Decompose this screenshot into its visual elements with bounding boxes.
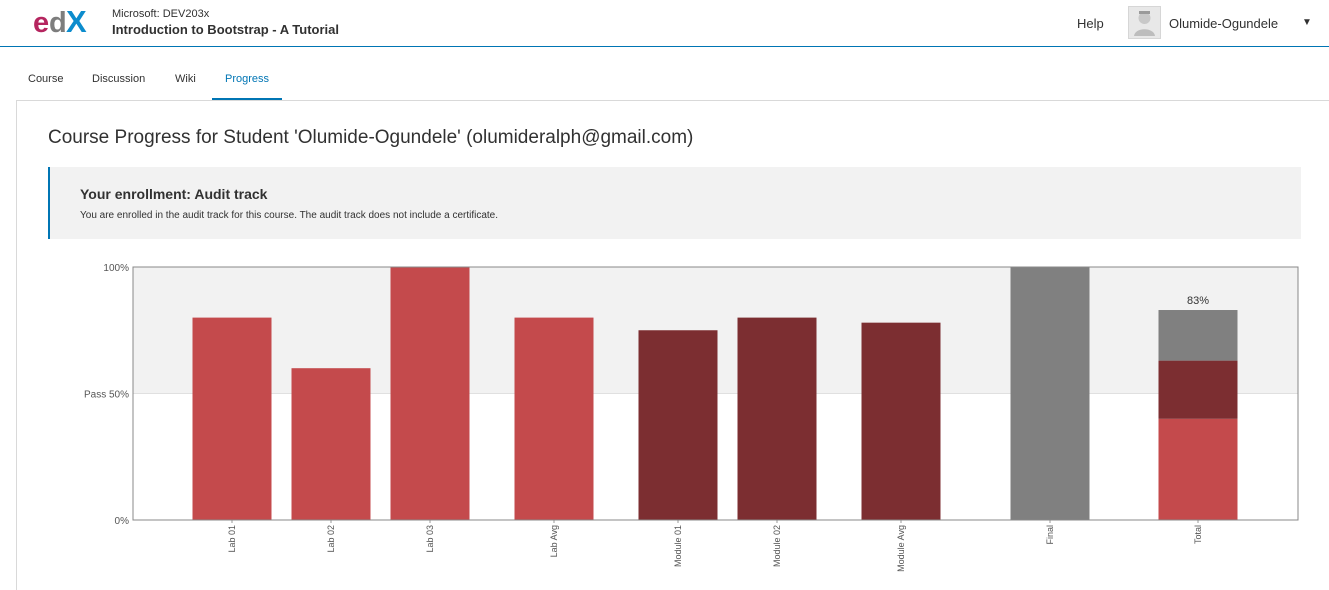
bar-total-lab: [1159, 419, 1238, 520]
course-title: Introduction to Bootstrap - A Tutorial: [112, 22, 339, 37]
tab-progress[interactable]: Progress: [225, 73, 269, 85]
x-tick-label: Module 01: [673, 525, 683, 567]
user-menu[interactable]: Olumide-Ogundele ▼: [1128, 6, 1318, 40]
y-tick-label: 0%: [115, 516, 130, 527]
bar-module-02: [738, 318, 817, 520]
bar-lab-02: [292, 368, 371, 520]
username: Olumide-Ogundele: [1169, 16, 1278, 31]
x-tick-label: Lab 03: [425, 525, 435, 553]
y-tick-label: 100%: [103, 263, 129, 274]
enrollment-text: You are enrolled in the audit track for …: [80, 210, 498, 221]
tab-wiki[interactable]: Wiki: [175, 73, 196, 85]
enrollment-message: Your enrollment: Audit track You are enr…: [48, 167, 1301, 239]
avatar[interactable]: [1128, 6, 1161, 39]
svg-text:e: e: [33, 7, 49, 38]
y-tick-label: Pass 50%: [84, 390, 129, 401]
enrollment-heading: Your enrollment: Audit track: [80, 186, 267, 202]
help-link[interactable]: Help: [1077, 16, 1104, 31]
course-tabs: Course Discussion Wiki Progress: [0, 47, 1329, 100]
total-data-label: 83%: [1187, 295, 1209, 307]
progress-chart-svg: Lab 01 Lab 02 Lab 03 Lab Avg Module 01 Module…: [0, 255, 1329, 578]
svg-text:d: d: [49, 7, 65, 38]
bar-module-avg: [862, 323, 941, 520]
x-tick-label: Total: [1193, 525, 1203, 544]
tab-discussion[interactable]: Discussion: [92, 73, 145, 85]
tab-course[interactable]: Course: [28, 73, 63, 85]
bar-total-module: [1159, 361, 1238, 419]
bar-lab-avg: [515, 318, 594, 520]
bar-lab-01: [193, 318, 272, 520]
course-org: Microsoft: DEV203x: [112, 8, 209, 20]
page-title: Course Progress for Student 'Olumide-Ogu…: [48, 127, 693, 149]
x-tick-label: Lab 02: [326, 525, 336, 553]
x-tick-label: Lab Avg: [549, 525, 559, 557]
bar-module-01: [639, 330, 718, 520]
site-header: e d X Microsoft: DEV203x Introduction to…: [0, 0, 1329, 47]
svg-text:X: X: [66, 6, 87, 38]
bar-final: [1011, 267, 1090, 520]
x-tick-label: Final: [1045, 525, 1055, 545]
bar-total-final: [1159, 310, 1238, 361]
x-tick-label: Module Avg: [896, 525, 906, 572]
x-tick-label: Module 02: [772, 525, 782, 567]
user-avatar-icon: [1129, 7, 1160, 38]
chevron-down-icon[interactable]: ▼: [1302, 17, 1312, 28]
x-tick-label: Lab 01: [227, 525, 237, 553]
bar-lab-03: [391, 267, 470, 520]
progress-chart: Lab 01 Lab 02 Lab 03 Lab Avg Module 01 Module…: [0, 255, 1329, 578]
edx-logo[interactable]: e d X: [33, 6, 97, 38]
